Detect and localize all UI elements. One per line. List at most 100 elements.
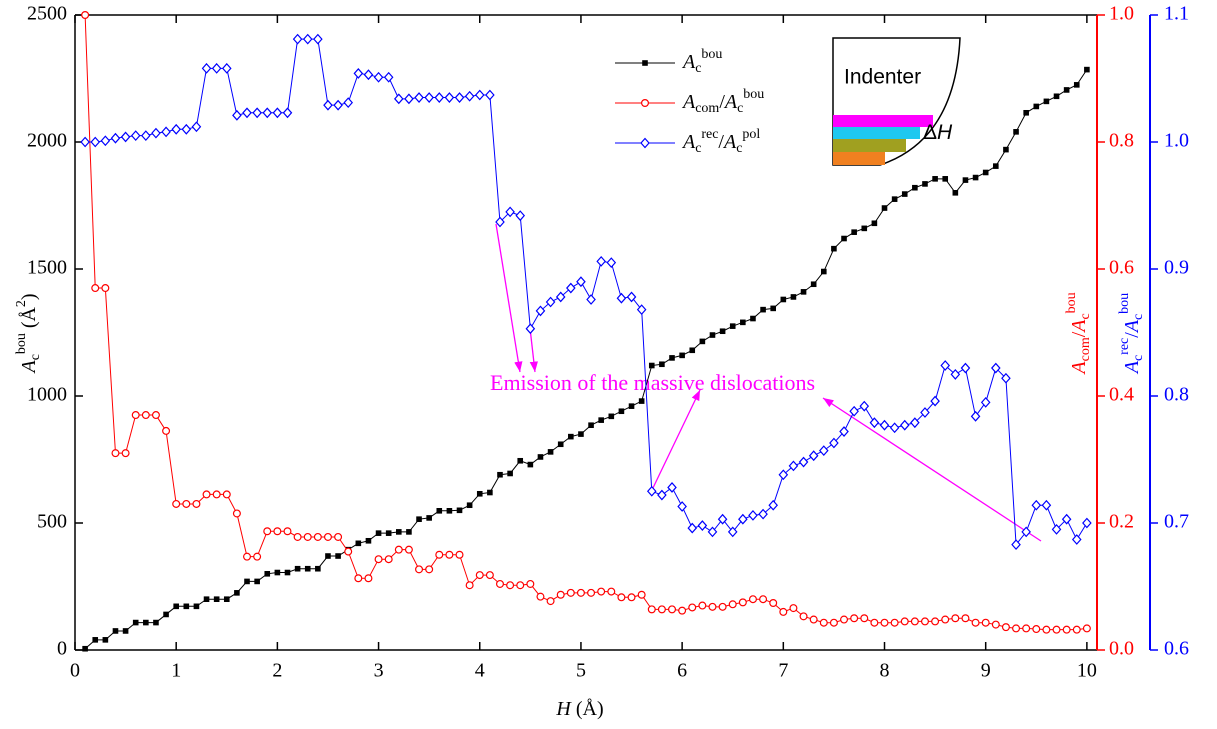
point	[758, 508, 768, 520]
point	[646, 485, 657, 497]
point	[798, 456, 809, 468]
point	[809, 615, 818, 624]
point	[201, 62, 212, 74]
band	[833, 152, 885, 165]
point	[889, 422, 900, 434]
point	[344, 547, 353, 556]
inset: Indenter ΔH	[832, 37, 961, 166]
y-tick-label: 0.2	[1109, 511, 1134, 533]
point	[222, 490, 231, 499]
point	[122, 628, 129, 634]
point	[930, 395, 940, 407]
point	[556, 590, 565, 599]
point	[616, 292, 627, 304]
point	[355, 540, 362, 547]
point	[273, 527, 282, 536]
point	[657, 489, 667, 501]
point	[535, 305, 546, 317]
point	[384, 555, 393, 564]
x-tick-label: 0	[70, 660, 80, 682]
point	[121, 449, 130, 458]
x-tick-label: 7	[778, 660, 788, 682]
point	[181, 123, 192, 135]
point	[920, 617, 929, 626]
point	[717, 513, 728, 525]
legend-marker	[640, 137, 650, 149]
point	[485, 571, 494, 580]
band	[833, 139, 906, 152]
point	[699, 338, 706, 345]
point	[394, 545, 403, 554]
y-tick-label: 0.7	[1164, 511, 1189, 533]
annotation-text: Emission of the massive dislocations	[490, 370, 815, 395]
point	[890, 618, 899, 627]
point	[869, 417, 880, 429]
point	[476, 490, 483, 497]
point	[192, 499, 201, 508]
point	[738, 513, 748, 525]
point	[211, 62, 222, 74]
point	[729, 323, 736, 329]
point	[728, 600, 737, 609]
point	[1022, 624, 1031, 633]
point	[254, 578, 260, 585]
point	[545, 296, 556, 308]
point	[426, 515, 432, 521]
point	[82, 645, 88, 652]
point	[406, 529, 412, 535]
point	[850, 614, 859, 623]
point	[143, 619, 149, 626]
y-axis-title: Acbou (Å2)	[14, 293, 43, 374]
point	[435, 550, 444, 559]
point	[697, 520, 708, 531]
point	[234, 590, 240, 596]
point	[302, 33, 313, 45]
point	[960, 362, 971, 374]
y-tick-label: 1000	[27, 384, 67, 406]
x-tick-label: 5	[576, 660, 586, 682]
point	[606, 257, 617, 269]
band	[833, 127, 920, 139]
point	[568, 433, 574, 440]
point	[263, 527, 272, 536]
point	[557, 441, 564, 448]
point	[153, 619, 159, 626]
point	[274, 569, 281, 576]
point	[213, 596, 220, 602]
point	[212, 490, 221, 499]
point	[547, 449, 554, 455]
point	[587, 588, 596, 597]
point	[628, 403, 635, 409]
point	[101, 284, 110, 293]
point	[576, 276, 586, 288]
point	[495, 579, 504, 588]
point	[353, 68, 364, 79]
point	[283, 527, 292, 536]
point	[617, 593, 626, 602]
point	[112, 628, 119, 634]
point	[91, 284, 100, 293]
arrow	[495, 223, 523, 373]
point	[638, 398, 645, 404]
point	[1051, 523, 1062, 535]
point	[626, 291, 637, 303]
point	[515, 210, 526, 222]
point	[525, 323, 536, 335]
point	[820, 268, 827, 275]
point	[132, 619, 139, 626]
point	[760, 306, 766, 313]
point	[182, 499, 191, 508]
point	[769, 599, 778, 608]
point	[790, 294, 797, 300]
x-tick-label: 8	[880, 660, 890, 682]
y-tick-label: 500	[37, 511, 67, 533]
x-tick-label: 6	[677, 660, 687, 682]
point	[566, 588, 575, 597]
point	[415, 565, 424, 574]
point	[1052, 625, 1061, 634]
point	[636, 304, 647, 316]
point	[707, 526, 718, 538]
point	[972, 174, 979, 181]
point	[779, 607, 788, 616]
